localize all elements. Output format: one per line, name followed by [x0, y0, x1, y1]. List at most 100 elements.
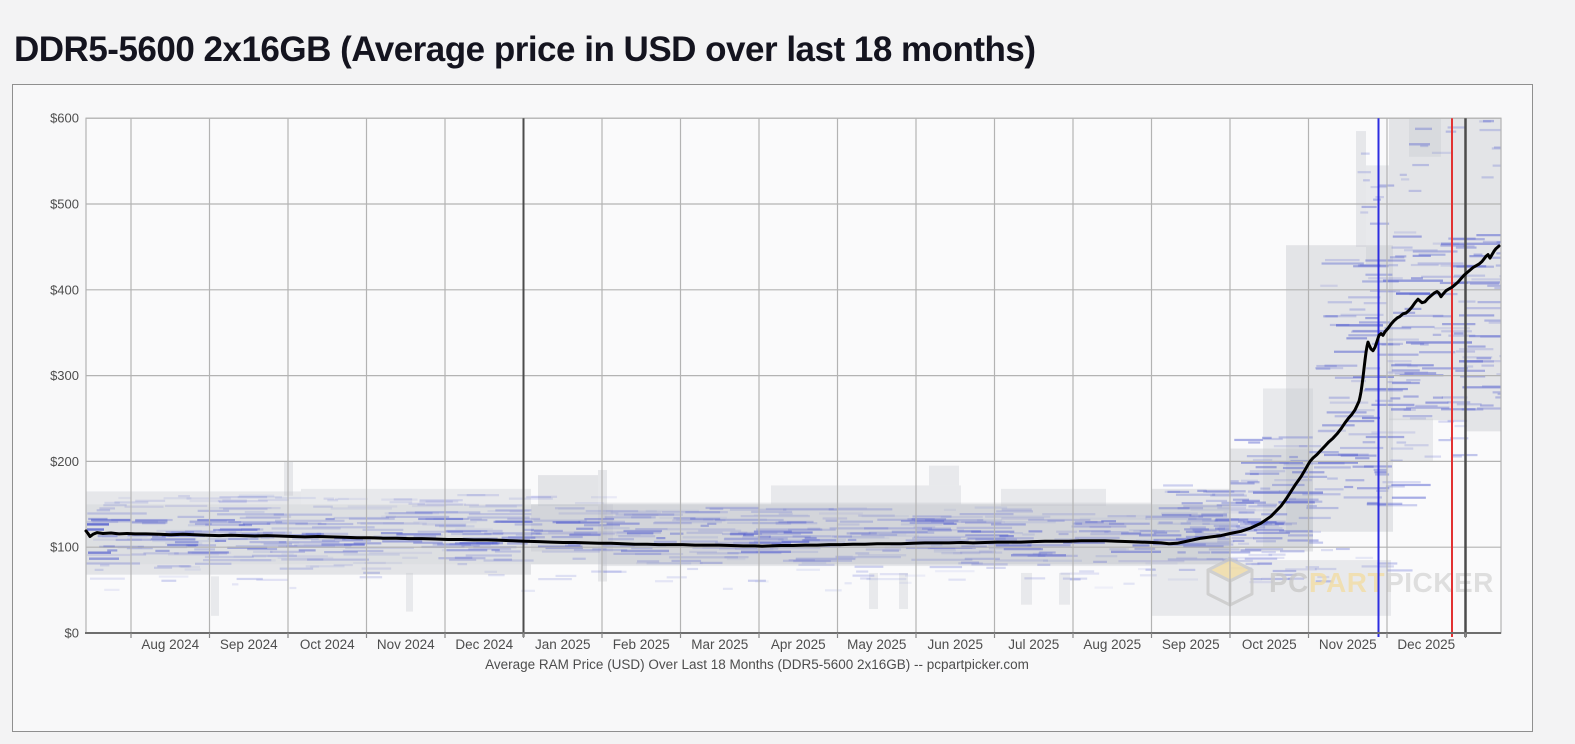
listing-dash	[1493, 146, 1501, 149]
x-axis-labels: Aug 2024 Sep 2024 Oct 2024 Nov 2024 Dec 2024…	[141, 637, 1455, 652]
price-range-band	[1465, 118, 1501, 432]
listing-dash	[228, 537, 259, 541]
listing-dash	[1282, 466, 1305, 470]
listing-dash	[975, 538, 1017, 541]
listing-dash	[115, 538, 151, 542]
listing-dash	[426, 503, 466, 506]
listing-dash	[228, 532, 273, 535]
listing-dash	[189, 520, 227, 523]
listing-dash	[1093, 560, 1107, 563]
price-range-band	[86, 491, 301, 505]
listing-dash	[994, 559, 1048, 562]
listing-dash	[661, 511, 728, 514]
listing-dash	[1123, 582, 1135, 585]
listing-dash	[967, 537, 1006, 540]
listing-dash	[143, 552, 179, 555]
listing-dash	[1095, 555, 1118, 558]
listing-dash	[279, 567, 314, 570]
listing-dash	[402, 556, 418, 559]
listing-dash	[1448, 334, 1476, 337]
price-history-chart[interactable]: PCPARTPICKER $0 $100 $200 $300 $400 $500 $600 Au…	[12, 84, 1533, 732]
listing-dash	[653, 522, 692, 525]
listing-dash	[1365, 259, 1406, 262]
listing-dash	[786, 521, 807, 524]
listing-dash	[1315, 367, 1331, 370]
listing-dash	[686, 531, 723, 534]
listing-dash	[301, 532, 322, 535]
listing-dash	[940, 515, 983, 519]
listing-dash	[1260, 487, 1271, 490]
listing-dash	[1285, 568, 1317, 571]
listing-dash	[233, 555, 267, 558]
listing-dash	[709, 507, 724, 511]
listing-dash	[1391, 364, 1434, 367]
listing-dash	[1314, 567, 1337, 571]
listing-dash	[778, 538, 846, 541]
listing-dash	[177, 515, 205, 519]
listing-dash	[801, 561, 827, 565]
listing-dash-strong	[1324, 453, 1358, 457]
listing-dash	[1481, 364, 1495, 367]
listing-dash	[1377, 504, 1418, 507]
listing-dash	[971, 563, 1008, 566]
listing-dash	[1198, 515, 1228, 518]
listing-dash	[1374, 471, 1387, 474]
listing-dash	[1177, 507, 1204, 510]
listing-dash	[321, 539, 371, 542]
listing-dash	[245, 515, 292, 518]
listing-dash	[1263, 437, 1283, 441]
listing-dash	[838, 523, 860, 526]
listing-dash	[576, 527, 594, 530]
listing-dash	[1348, 433, 1380, 436]
listing-dash	[1421, 275, 1466, 278]
listing-dash	[864, 527, 933, 530]
listing-dash	[1132, 544, 1150, 547]
listing-dash	[342, 549, 384, 553]
listing-dash-strong	[1253, 491, 1323, 494]
listing-dash	[1318, 429, 1346, 432]
listing-dash	[929, 546, 973, 549]
listing-dash	[1028, 518, 1091, 522]
listing-dash	[1259, 524, 1279, 527]
listing-dash	[1205, 490, 1246, 493]
listing-dash	[555, 574, 577, 578]
listing-dash	[1412, 163, 1429, 167]
listing-dash	[135, 519, 168, 522]
listing-dash	[281, 558, 324, 561]
listing-dash	[1481, 176, 1494, 179]
listing-dash	[729, 532, 759, 535]
listing-dash	[1357, 487, 1390, 490]
listing-dash	[1463, 365, 1474, 368]
listing-dash	[86, 562, 141, 565]
listing-dash	[634, 552, 684, 556]
listing-dash	[1027, 544, 1071, 547]
listing-dash	[541, 550, 600, 553]
listing-dash	[1257, 562, 1273, 565]
listing-dash	[1056, 530, 1078, 533]
listing-dash	[1382, 481, 1421, 484]
listing-dash	[1217, 537, 1231, 541]
listing-dash	[1256, 540, 1276, 543]
listing-dash	[1450, 265, 1487, 268]
axis-label: Feb 2025	[613, 637, 670, 652]
listing-dash	[1230, 518, 1240, 521]
listing-dash	[1404, 307, 1422, 311]
axis-label: Aug 2024	[141, 637, 199, 652]
listing-dash	[1420, 144, 1429, 148]
listing-dash	[1316, 364, 1337, 368]
listing-dash	[685, 511, 721, 514]
price-history-svg[interactable]: PCPARTPICKER $0 $100 $200 $300 $400 $500 $600 Au…	[13, 85, 1534, 733]
listing-dash	[891, 530, 928, 533]
listing-dash	[858, 514, 895, 517]
listing-dash	[1161, 514, 1192, 517]
price-range-band	[1356, 131, 1366, 247]
listing-dash	[1153, 531, 1168, 534]
listing-dash-strong	[1415, 127, 1432, 131]
listing-dash	[666, 576, 687, 579]
listing-dash	[1032, 552, 1048, 555]
listing-dash	[834, 536, 885, 539]
listing-dash	[455, 527, 493, 531]
listing-dash	[831, 535, 853, 538]
listing-dash	[1289, 498, 1319, 501]
y-axis-labels: $0 $100 $200 $300 $400 $500 $600	[50, 111, 79, 641]
